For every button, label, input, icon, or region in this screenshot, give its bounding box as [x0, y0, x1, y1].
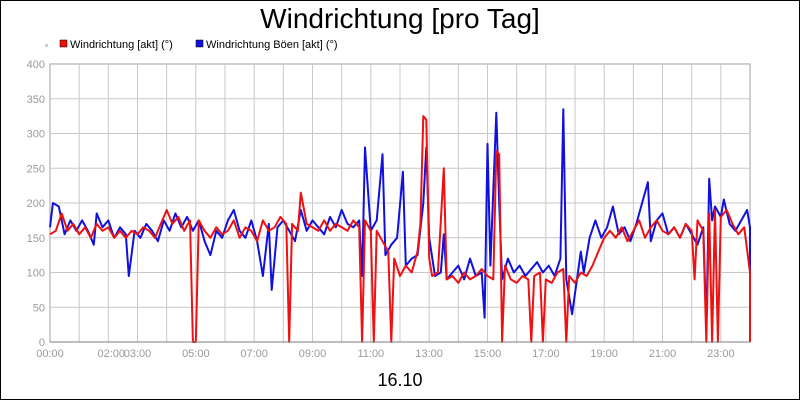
x-tick-label: 02:00 — [97, 348, 125, 360]
x-tick-label: 13:00 — [415, 348, 443, 360]
x-tick-label: 11:00 — [357, 348, 384, 360]
legend-swatch-windrichtung-boeen — [195, 39, 204, 48]
y-tick-label: 250 — [27, 163, 45, 175]
x-tick-label: 07:00 — [240, 348, 268, 360]
y-tick-label: 50 — [33, 302, 45, 314]
series-lines — [49, 108, 751, 343]
y-tick-label: 150 — [27, 233, 45, 245]
y-tick-label: 0 — [39, 337, 45, 349]
legend-label-windrichtung: Windrichtung [akt] (°) — [70, 39, 173, 51]
grid — [50, 64, 750, 342]
legend-swatch-windrichtung — [59, 39, 68, 48]
y-tick-label: 350 — [27, 94, 45, 106]
legend-marker-dot — [45, 44, 48, 47]
x-tick-label: 00:00 — [36, 348, 64, 360]
x-tick-label: 09:00 — [299, 348, 327, 360]
chart-title: Windrichtung [pro Tag] — [260, 3, 540, 34]
legend: Windrichtung [akt] (°) Windrichtung Böen… — [45, 39, 338, 51]
y-axis-ticks: 0 50 100 150 200 250 300 350 400 — [27, 59, 45, 349]
series-line-windrichtung — [49, 115, 751, 343]
x-tick-label: 03:00 — [124, 348, 152, 360]
x-tick-label: 17:00 — [532, 348, 560, 360]
y-tick-label: 400 — [27, 59, 45, 71]
legend-label-windrichtung-boeen: Windrichtung Böen [akt] (°) — [206, 39, 338, 51]
x-tick-label: 21:00 — [649, 348, 677, 360]
y-tick-label: 200 — [27, 198, 45, 210]
y-tick-label: 100 — [27, 268, 45, 280]
x-tick-label: 23:00 — [707, 348, 735, 360]
x-tick-label: 05:00 — [182, 348, 210, 360]
x-tick-label: 19:00 — [590, 348, 618, 360]
x-axis-label: 16.10 — [377, 370, 422, 390]
x-tick-label: 15:00 — [474, 348, 502, 360]
y-tick-label: 300 — [27, 129, 45, 141]
